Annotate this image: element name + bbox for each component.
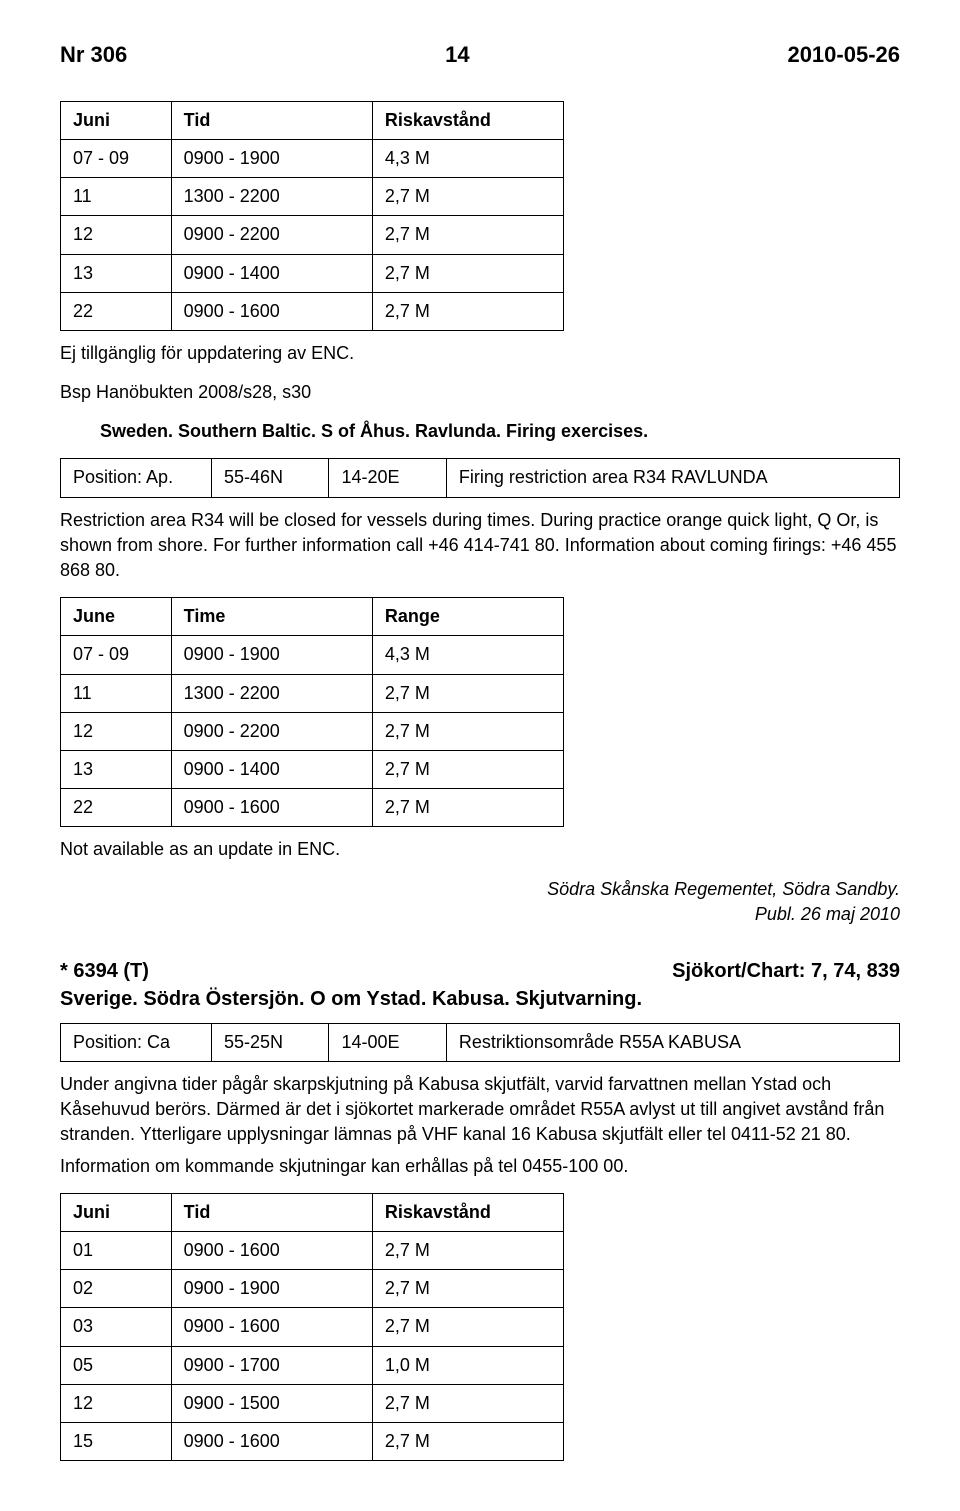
- col-juni: Juni: [61, 1193, 172, 1231]
- table-row: 010900 - 16002,7 M: [61, 1232, 564, 1270]
- source-bsp: Bsp Hanöbukten 2008/s28, s30: [60, 380, 900, 405]
- table-row: 050900 - 17001,0 M: [61, 1346, 564, 1384]
- col-time: Time: [171, 598, 372, 636]
- table-row: 020900 - 19002,7 M: [61, 1270, 564, 1308]
- pos-lon: 14-00E: [329, 1023, 446, 1061]
- june-table-en: June Time Range 07 - 090900 - 19004,3 M …: [60, 597, 564, 827]
- source-regemente: Södra Skånska Regementet, Södra Sandby.: [60, 877, 900, 902]
- table-row: 220900 - 16002,7 M: [61, 789, 564, 827]
- header-right: 2010-05-26: [787, 40, 900, 71]
- page-header: Nr 306 14 2010-05-26: [60, 40, 900, 71]
- pos-lon: 14-20E: [329, 459, 446, 497]
- col-tid: Tid: [171, 101, 372, 139]
- june-table-sv: Juni Tid Riskavstånd 07 - 090900 - 19004…: [60, 101, 564, 331]
- notice-id: * 6394 (T): [60, 957, 149, 985]
- col-riskavstand: Riskavstånd: [372, 101, 563, 139]
- kabusa-info: Information om kommande skjutningar kan …: [60, 1154, 900, 1179]
- table-row: 220900 - 16002,7 M: [61, 292, 564, 330]
- col-riskavstand: Riskavstånd: [372, 1193, 563, 1231]
- table-row: 030900 - 16002,7 M: [61, 1308, 564, 1346]
- table-row: 130900 - 14002,7 M: [61, 254, 564, 292]
- table-row: 120900 - 22002,7 M: [61, 216, 564, 254]
- col-tid: Tid: [171, 1193, 372, 1231]
- pos-lat: 55-46N: [212, 459, 329, 497]
- table-row: 120900 - 15002,7 M: [61, 1384, 564, 1422]
- table-row: 150900 - 16002,7 M: [61, 1422, 564, 1460]
- col-range: Range: [372, 598, 563, 636]
- header-left: Nr 306: [60, 40, 127, 71]
- table-row: 130900 - 14002,7 M: [61, 750, 564, 788]
- enc-note-en: Not available as an update in ENC.: [60, 837, 900, 862]
- table-row: 07 - 090900 - 19004,3 M: [61, 139, 564, 177]
- table-row: 07 - 090900 - 19004,3 M: [61, 636, 564, 674]
- col-june: June: [61, 598, 172, 636]
- notice-title: Sverige. Södra Östersjön. O om Ystad. Ka…: [60, 985, 900, 1013]
- table-row: 111300 - 22002,7 M: [61, 178, 564, 216]
- pos-lat: 55-25N: [212, 1023, 329, 1061]
- header-center: 14: [445, 40, 469, 71]
- sweden-heading: Sweden. Southern Baltic. S of Åhus. Ravl…: [100, 421, 648, 441]
- enc-note-sv: Ej tillgänglig för uppdatering av ENC.: [60, 341, 900, 366]
- table-row: 111300 - 22002,7 M: [61, 674, 564, 712]
- pos-desc: Restriktionsområde R55A KABUSA: [446, 1023, 899, 1061]
- pos-label: Position: Ap.: [61, 459, 212, 497]
- pos-label: Position: Ca: [61, 1023, 212, 1061]
- pos-desc: Firing restriction area R34 RAVLUNDA: [446, 459, 899, 497]
- position-table-1: Position: Ap. 55-46N 14-20E Firing restr…: [60, 458, 900, 497]
- notice-chart: Sjökort/Chart: 7, 74, 839: [672, 957, 900, 985]
- restriction-text: Restriction area R34 will be closed for …: [60, 508, 900, 584]
- position-table-2: Position: Ca 55-25N 14-00E Restriktionso…: [60, 1023, 900, 1062]
- col-juni: Juni: [61, 101, 172, 139]
- table-row: 120900 - 22002,7 M: [61, 712, 564, 750]
- kabusa-table: Juni Tid Riskavstånd 010900 - 16002,7 M …: [60, 1193, 564, 1461]
- kabusa-text: Under angivna tider pågår skarpskjutning…: [60, 1072, 900, 1148]
- source-publ: Publ. 26 maj 2010: [60, 902, 900, 927]
